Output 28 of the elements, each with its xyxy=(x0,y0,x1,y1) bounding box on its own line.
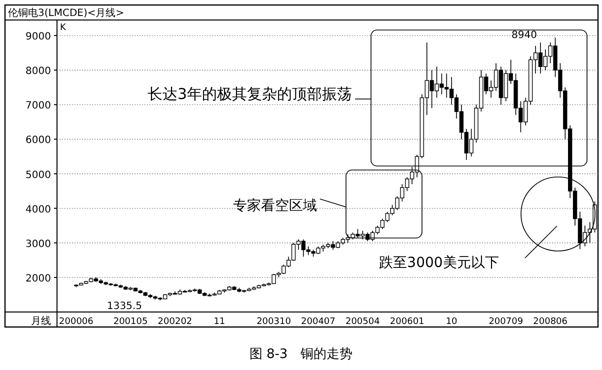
x-tick-label: 200202 xyxy=(158,317,192,327)
y-tick-label: 6000 xyxy=(26,135,51,146)
x-tick-label: 200601 xyxy=(390,317,424,327)
y-tick-label: 2000 xyxy=(26,273,51,284)
x-axis-title: 月线 xyxy=(31,315,51,327)
y-tick-label: 8000 xyxy=(26,66,51,78)
annotation: 8940 xyxy=(512,30,537,41)
annotation: 专家看空区域 xyxy=(233,198,317,214)
annotation: 1335.5 xyxy=(107,301,142,312)
y-tick-label: 9000 xyxy=(26,32,51,43)
y-axis-title: K xyxy=(60,23,67,33)
x-tick-label: 200504 xyxy=(345,317,380,327)
x-tick-label: 200006 xyxy=(59,317,94,327)
x-tick-label: 200407 xyxy=(301,317,336,327)
y-tick-label: 7000 xyxy=(26,100,51,112)
x-tick-label: 11 xyxy=(214,317,226,327)
chart-title: 伦铜电3(LMCDE)<月线> xyxy=(8,7,124,19)
x-tick-label: 200105 xyxy=(113,317,148,327)
y-tick-label: 3000 xyxy=(26,238,51,250)
x-tick-label: 200310 xyxy=(256,317,292,327)
caption: 图 8-3 铜的走势 xyxy=(249,347,353,362)
annotation: 跌至3000美元以下 xyxy=(379,255,499,271)
annotation: 长达3年的极其复杂的顶部振荡 xyxy=(147,85,352,103)
x-tick-label: 10 xyxy=(446,317,458,327)
y-tick-label: 5000 xyxy=(26,170,51,181)
x-tick-label: 200806 xyxy=(533,317,568,327)
y-tick-label: 4000 xyxy=(26,204,51,216)
x-tick-label: 200709 xyxy=(488,317,524,327)
